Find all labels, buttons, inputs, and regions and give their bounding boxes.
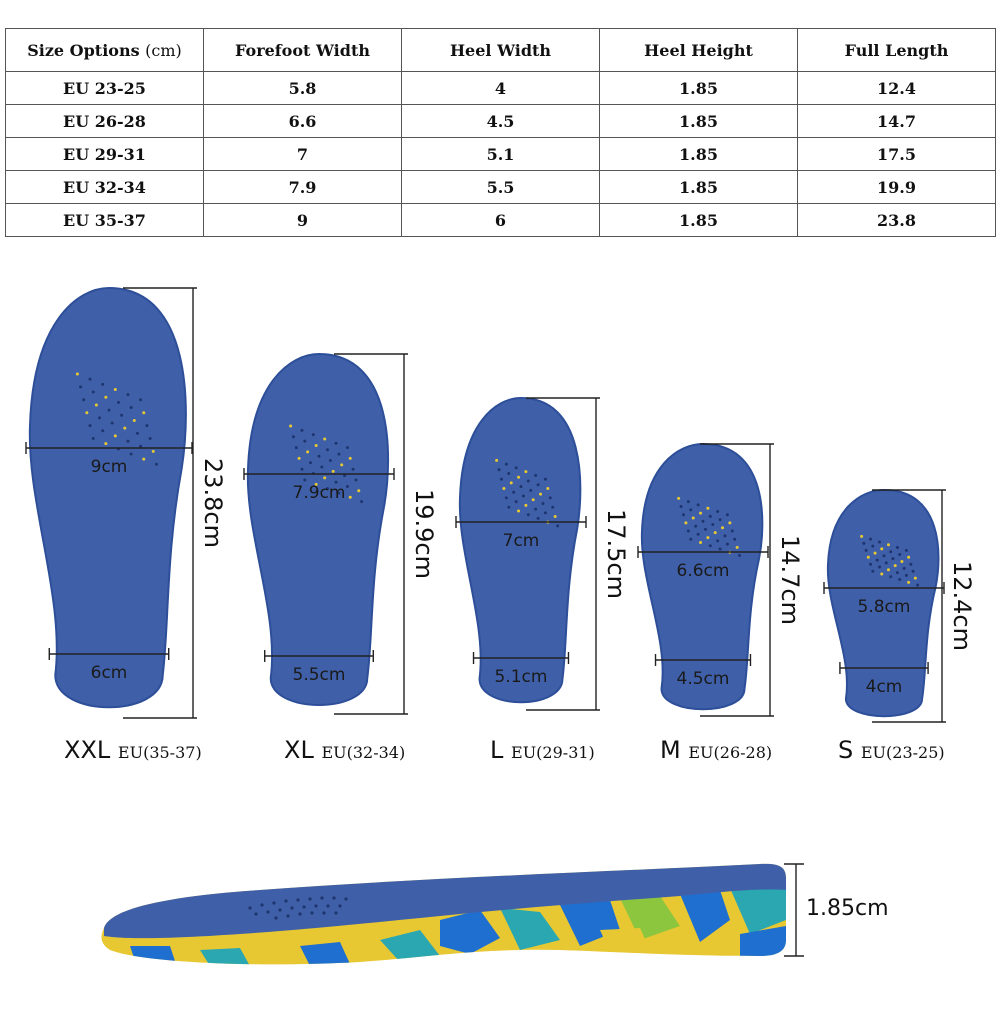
insole-shape bbox=[28, 286, 187, 709]
side-view-illustration bbox=[101, 863, 804, 965]
full-length-label: 23.8cm bbox=[199, 458, 227, 548]
cell-heel-height: 1.85 bbox=[599, 71, 798, 105]
insole-xl: 7.9cm 5.5cm 19.9cm bbox=[243, 352, 438, 715]
cell-forefoot: 7 bbox=[203, 137, 402, 171]
forefoot-width-label: 7.9cm bbox=[293, 483, 346, 503]
cell-full-length: 12.4 bbox=[797, 71, 996, 105]
insole-shape bbox=[826, 488, 940, 718]
cell-heel-width: 5.5 bbox=[401, 170, 600, 204]
cell-full-length: 19.9 bbox=[797, 170, 996, 204]
size-label-xl: XL EU(32-34) bbox=[284, 736, 406, 764]
size-table: Size Options (cm) Forefoot Width Heel Wi… bbox=[5, 28, 996, 237]
heel-width-label: 4cm bbox=[866, 677, 903, 697]
full-length-label: 19.9cm bbox=[410, 489, 438, 579]
cell-size: EU 32-34 bbox=[5, 170, 204, 204]
cell-heel-height: 1.85 bbox=[599, 137, 798, 171]
cell-size: EU 23-25 bbox=[5, 71, 204, 105]
cell-forefoot: 6.6 bbox=[203, 104, 402, 138]
full-length-label: 12.4cm bbox=[948, 561, 976, 651]
header-full-length: Full Length bbox=[797, 28, 996, 72]
insole-side-view: 1.85cm bbox=[0, 850, 1000, 980]
insole-shape bbox=[246, 352, 390, 706]
cell-heel-height: 1.85 bbox=[599, 104, 798, 138]
table-row: EU 32-34 7.9 5.5 1.85 19.9 bbox=[5, 170, 996, 204]
insole-m: 6.6cm 4.5cm 14.7cm bbox=[637, 442, 804, 717]
cell-size: EU 29-31 bbox=[5, 137, 204, 171]
table-row: EU 26-28 6.6 4.5 1.85 14.7 bbox=[5, 104, 996, 138]
heel-width-label: 4.5cm bbox=[677, 669, 730, 689]
table-row: EU 23-25 5.8 4 1.85 12.4 bbox=[5, 71, 996, 105]
size-label-m: M EU(26-28) bbox=[660, 736, 773, 764]
cell-heel-width: 5.1 bbox=[401, 137, 600, 171]
camo-pattern bbox=[130, 884, 786, 965]
full-length-label: 17.5cm bbox=[602, 509, 630, 599]
forefoot-width-label: 9cm bbox=[91, 457, 128, 477]
insole-top-surface bbox=[104, 863, 786, 939]
perforation-dots bbox=[75, 372, 158, 466]
perforation-dots bbox=[677, 496, 742, 558]
forefoot-width-label: 5.8cm bbox=[858, 597, 911, 617]
table-row: EU 29-31 7 5.1 1.85 17.5 bbox=[5, 137, 996, 171]
cell-forefoot: 5.8 bbox=[203, 71, 402, 105]
insole-illustrations: 9cm 6cm 23.8cm 7.9cm 5.5cm 19.9cm 7cm 5.1cm 17.5… bbox=[25, 286, 976, 723]
cell-heel-height: 1.85 bbox=[599, 203, 798, 237]
header-heel-height: Heel Height bbox=[599, 28, 798, 72]
size-label-s: S EU(23-25) bbox=[838, 736, 945, 764]
cell-full-length: 23.8 bbox=[797, 203, 996, 237]
insole-shape bbox=[640, 442, 764, 711]
cell-heel-width: 6 bbox=[401, 203, 600, 237]
table-header-row: Size Options (cm) Forefoot Width Heel Wi… bbox=[5, 28, 996, 72]
full-length-label: 14.7cm bbox=[776, 535, 804, 625]
cell-full-length: 17.5 bbox=[797, 137, 996, 171]
heel-width-label: 5.1cm bbox=[495, 667, 548, 687]
cell-size: EU 26-28 bbox=[5, 104, 204, 138]
forefoot-width-label: 6.6cm bbox=[677, 561, 730, 581]
perforation-dots bbox=[289, 424, 364, 504]
size-label-xxl: XXL EU(35-37) bbox=[64, 736, 202, 764]
perforation-dots bbox=[860, 534, 920, 587]
heel-width-label: 5.5cm bbox=[293, 665, 346, 685]
cell-heel-width: 4 bbox=[401, 71, 600, 105]
cell-heel-width: 4.5 bbox=[401, 104, 600, 138]
insole-s: 5.8cm 4cm 12.4cm bbox=[823, 488, 976, 723]
heel-width-label: 6cm bbox=[91, 663, 128, 683]
header-forefoot-width: Forefoot Width bbox=[203, 28, 402, 72]
size-label-l: L EU(29-31) bbox=[490, 736, 595, 764]
cell-forefoot: 7.9 bbox=[203, 170, 402, 204]
insole-shape bbox=[458, 396, 582, 704]
cell-heel-height: 1.85 bbox=[599, 170, 798, 204]
insole-size-comparison: 9cm 6cm 23.8cm 7.9cm 5.5cm 19.9cm 7cm 5.1cm 17.5… bbox=[0, 270, 1000, 800]
insole-l: 7cm 5.1cm 17.5cm bbox=[455, 396, 630, 711]
perforation-dots bbox=[248, 896, 348, 920]
header-size-options: Size Options (cm) bbox=[5, 28, 204, 72]
cell-full-length: 14.7 bbox=[797, 104, 996, 138]
header-heel-width: Heel Width bbox=[401, 28, 600, 72]
cell-size: EU 35-37 bbox=[5, 203, 204, 237]
table-row: EU 35-37 9 6 1.85 23.8 bbox=[5, 203, 996, 237]
forefoot-width-label: 7cm bbox=[503, 531, 540, 551]
insole-xxl: 9cm 6cm 23.8cm bbox=[25, 286, 227, 719]
cell-forefoot: 9 bbox=[203, 203, 402, 237]
heel-height-label: 1.85cm bbox=[806, 896, 889, 921]
